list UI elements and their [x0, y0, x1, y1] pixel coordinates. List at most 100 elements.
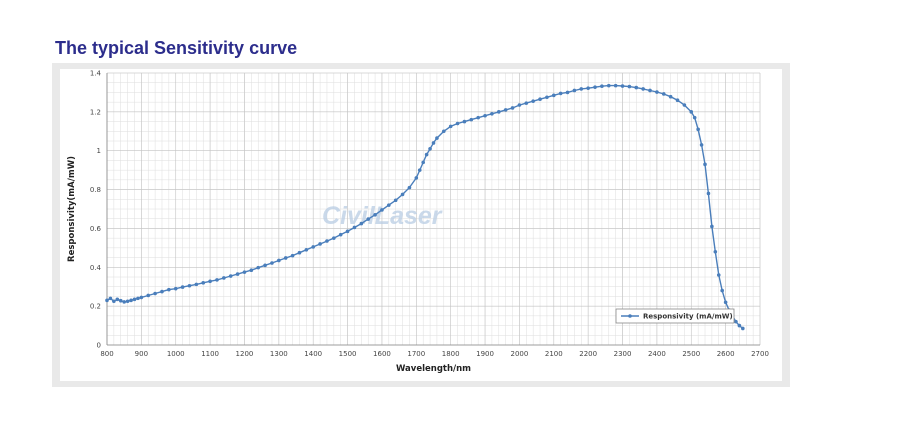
data-point: [311, 245, 316, 249]
sensitivity-chart: CivilLaser 800 900 1000 1100 1200 1300 1400 150…: [67, 70, 769, 375]
x-tick-label: 1300: [270, 350, 288, 358]
data-point: [194, 282, 199, 287]
y-tick-label: 1.2: [90, 108, 101, 116]
y-tick-label: 0.8: [90, 186, 101, 194]
data-point: [417, 168, 422, 172]
data-point: [428, 146, 432, 151]
data-point: [424, 152, 429, 157]
x-tick-label: 2200: [579, 350, 597, 358]
y-tick-label: 0.2: [90, 303, 101, 311]
data-point: [442, 129, 446, 134]
x-tick-label: 2100: [545, 350, 563, 358]
x-tick-label: 2700: [751, 350, 769, 358]
data-point: [490, 112, 494, 116]
data-point: [421, 160, 425, 165]
data-point: [696, 127, 700, 132]
data-point: [586, 86, 590, 90]
data-point: [710, 224, 714, 229]
data-point: [393, 198, 398, 203]
data-point: [483, 113, 487, 118]
x-tick-label: 1500: [339, 350, 357, 358]
data-point: [524, 101, 529, 105]
data-point: [277, 258, 281, 263]
data-point: [222, 276, 226, 280]
data-point: [689, 110, 694, 114]
data-point: [407, 185, 412, 190]
x-tick-label: 1700: [407, 350, 425, 358]
data-point: [720, 288, 724, 293]
grid: [106, 72, 761, 346]
x-tick-label: 900: [135, 350, 148, 358]
data-point: [373, 213, 377, 217]
data-point: [579, 87, 584, 91]
data-point: [208, 279, 212, 284]
data-point: [332, 236, 336, 240]
data-point: [627, 84, 632, 89]
data-point: [655, 90, 659, 94]
data-point: [675, 98, 680, 102]
data-point: [606, 83, 611, 88]
data-point: [136, 296, 140, 301]
data-point: [634, 85, 639, 90]
data-point: [115, 297, 120, 302]
data-point: [256, 265, 261, 270]
data-point: [387, 203, 391, 207]
data-point: [118, 298, 123, 303]
data-point: [713, 249, 718, 254]
data-point: [235, 272, 240, 276]
data-point: [263, 263, 267, 268]
data-point: [146, 293, 151, 298]
data-point: [641, 87, 645, 91]
data-point: [620, 84, 625, 88]
data-point: [741, 326, 745, 331]
x-tick-label: 2600: [717, 350, 735, 358]
data-point: [228, 274, 233, 278]
data-point: [510, 106, 515, 110]
data-point: [270, 261, 274, 265]
chart-frame: CivilLaser 800 900 1000 1100 1200 1300 1400 150…: [52, 63, 790, 387]
x-tick-label: 1200: [236, 350, 254, 358]
data-point: [297, 250, 302, 255]
data-point: [352, 225, 357, 230]
data-point: [517, 103, 522, 107]
data-point: [173, 286, 178, 291]
data-point: [304, 248, 309, 252]
x-tick-label: 2000: [511, 350, 529, 358]
data-point: [565, 90, 570, 95]
data-point: [692, 115, 697, 120]
data-point: [531, 99, 535, 103]
legend: Responsivity (mA/mW): [615, 308, 735, 324]
data-point: [380, 208, 384, 212]
page-heading: The typical Sensitivity curve: [55, 38, 298, 58]
data-point: [435, 136, 439, 140]
data-point: [122, 300, 126, 304]
chart-panel: CivilLaser 800 900 1000 1100 1200 1300 1400 150…: [60, 69, 782, 381]
legend-swatch-marker: [628, 314, 632, 318]
data-point: [448, 124, 453, 129]
x-tick-label: 1900: [476, 350, 494, 358]
watermark-logo: CivilLaser: [322, 202, 443, 230]
x-tick-label: 2400: [648, 350, 666, 358]
x-tick-label: 1100: [201, 350, 219, 358]
data-points: [105, 83, 745, 331]
data-point: [723, 300, 728, 305]
data-point: [180, 285, 185, 289]
x-tick-label: 1600: [373, 350, 391, 358]
data-point: [112, 299, 116, 304]
data-point: [503, 108, 508, 112]
data-point: [682, 103, 687, 107]
data-point: [400, 192, 405, 197]
data-point: [283, 256, 288, 260]
data-point: [290, 253, 295, 258]
data-point: [325, 239, 329, 243]
data-point: [462, 119, 467, 124]
x-tick-label: 1800: [442, 350, 460, 358]
data-point: [545, 95, 549, 100]
data-point: [668, 94, 673, 99]
x-tick-label: 2500: [682, 350, 700, 358]
data-point: [105, 298, 109, 303]
data-point: [249, 268, 254, 272]
data-point: [366, 217, 371, 221]
data-point: [338, 232, 343, 237]
data-point: [359, 221, 364, 226]
